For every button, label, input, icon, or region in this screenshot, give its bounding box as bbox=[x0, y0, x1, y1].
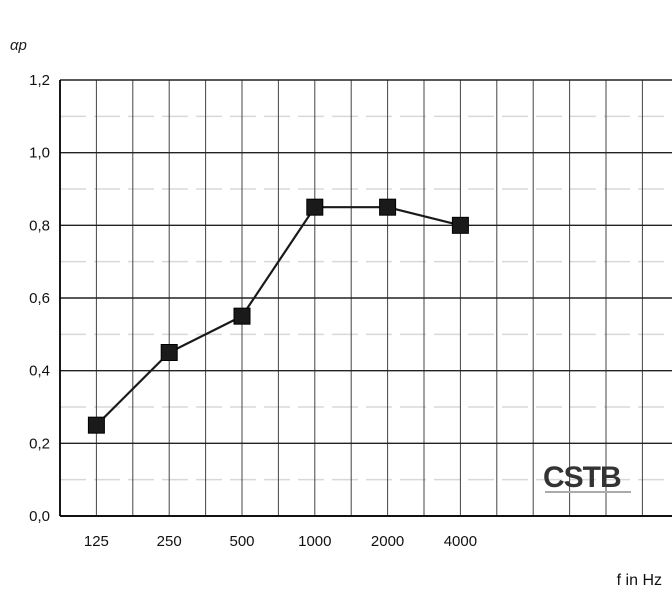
data-point-marker bbox=[451, 216, 469, 234]
cstb-logo: CSTB bbox=[543, 461, 631, 494]
x-tick-labels: 125 250 500 1000 2000 4000 bbox=[84, 533, 477, 550]
y-tick-label: 1,0 bbox=[29, 145, 50, 162]
data-point-marker bbox=[379, 198, 397, 216]
y-tick-label: 0,2 bbox=[29, 435, 50, 452]
x-tick-label: 2000 bbox=[371, 533, 404, 550]
y-tick-labels: 0,0 0,2 0,4 0,6 0,8 1,0 1,2 bbox=[29, 72, 50, 525]
y-tick-label: 1,2 bbox=[29, 72, 50, 89]
x-tick-label: 500 bbox=[229, 533, 254, 550]
data-point-marker bbox=[87, 416, 105, 434]
y-tick-label: 0,6 bbox=[29, 290, 50, 307]
logo-underline bbox=[545, 491, 631, 493]
chart-grid bbox=[59, 79, 672, 517]
series-layer bbox=[87, 198, 469, 434]
data-point-marker bbox=[160, 344, 178, 361]
x-tick-label: 1000 bbox=[298, 533, 331, 550]
x-axis-label: f in Hz bbox=[617, 572, 662, 589]
y-tick-label: 0,8 bbox=[29, 217, 50, 234]
series-line bbox=[95, 206, 461, 426]
y-tick-label: 0,0 bbox=[29, 508, 50, 525]
x-tick-label: 125 bbox=[84, 533, 109, 550]
data-point-marker bbox=[233, 307, 251, 325]
x-tick-label: 4000 bbox=[444, 533, 477, 550]
data-point-marker bbox=[306, 198, 324, 216]
y-axis-label: αp bbox=[10, 37, 27, 54]
logo-text: CSTB bbox=[543, 461, 621, 494]
x-tick-label: 250 bbox=[157, 533, 182, 550]
y-tick-label: 0,4 bbox=[29, 363, 50, 380]
